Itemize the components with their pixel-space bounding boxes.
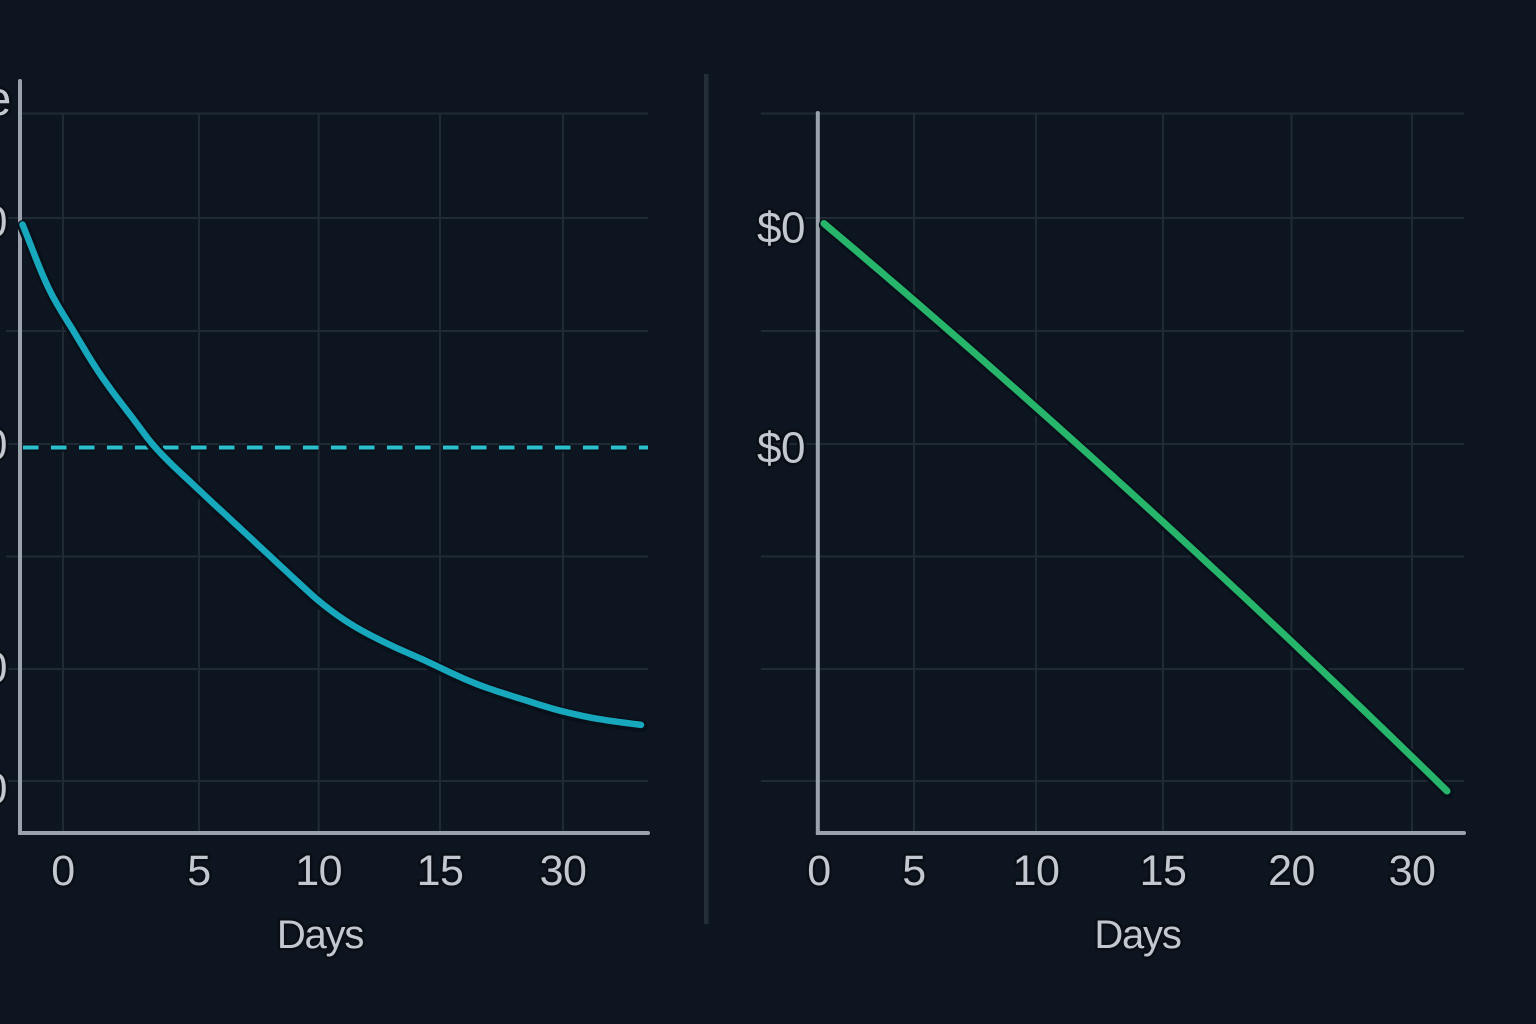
- svg-text:$500: $500: [0, 644, 7, 693]
- svg-text:30: 30: [540, 847, 587, 895]
- svg-text:10: 10: [1013, 847, 1060, 895]
- svg-text:$0: $0: [757, 204, 805, 253]
- svg-text:$0: $0: [757, 424, 805, 473]
- svg-text:$1,000: $1,000: [0, 421, 7, 470]
- svg-text:15: 15: [417, 847, 464, 895]
- svg-text:20: 20: [1268, 847, 1315, 895]
- svg-text:$0: $0: [0, 765, 7, 814]
- svg-text:Balance: Balance: [0, 73, 11, 126]
- svg-text:5: 5: [187, 847, 210, 895]
- svg-text:5: 5: [902, 847, 925, 895]
- svg-text:Days: Days: [1094, 913, 1181, 957]
- svg-text:$1,500: $1,500: [0, 198, 7, 247]
- svg-text:Days: Days: [277, 913, 364, 957]
- svg-text:0: 0: [51, 847, 74, 895]
- svg-text:15: 15: [1140, 847, 1187, 895]
- svg-text:10: 10: [295, 847, 342, 895]
- svg-text:30: 30: [1389, 847, 1436, 895]
- svg-text:0: 0: [807, 847, 830, 895]
